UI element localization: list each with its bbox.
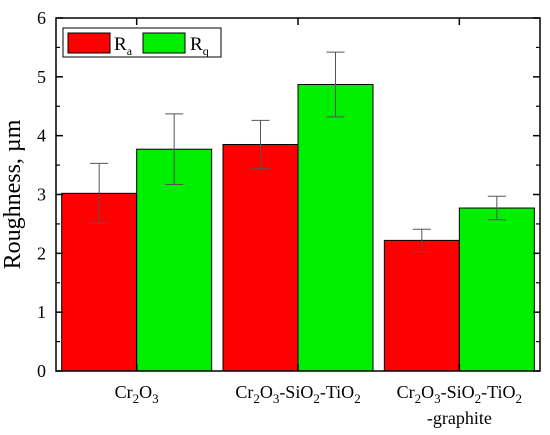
x-tick-label: Cr2O3-SiO2-TiO2 — [397, 382, 522, 406]
bars-layer — [61, 83, 535, 372]
y-tick-label: 2 — [37, 243, 46, 263]
y-tick-label: 5 — [37, 67, 46, 87]
bar-a-2 — [383, 239, 460, 372]
x-tick-label: Cr2O3 — [115, 382, 159, 406]
legend-label-q: Rq — [190, 34, 209, 58]
legend-swatch-q — [142, 32, 186, 54]
error-bars-layer — [90, 51, 506, 253]
error-bar-a-0 — [90, 162, 109, 224]
error-bar-a-1 — [251, 119, 270, 170]
x-tick-label: -graphite — [427, 408, 492, 428]
legend: Ra Rq — [62, 27, 222, 58]
y-tick-label: 1 — [37, 302, 46, 322]
y-tick-label: 4 — [37, 126, 46, 146]
y-axis: 0 1 2 3 4 5 6 — [37, 8, 540, 381]
error-bar-q-2 — [487, 195, 506, 221]
bar-q-0 — [136, 148, 213, 372]
y-tick-label: 6 — [37, 8, 46, 28]
x-axis: Cr2O3 Cr2O3-SiO2-TiO2 Cr2O3-SiO2-TiO2-grap… — [115, 18, 522, 428]
legend-label-a: Ra — [114, 34, 133, 58]
x-tick-label: Cr2O3-SiO2-TiO2 — [235, 382, 360, 406]
bar-q-1 — [297, 83, 374, 372]
bar-q-2 — [458, 207, 535, 372]
error-bar-q-1 — [326, 51, 345, 118]
legend-swatch-a — [67, 32, 111, 54]
error-bar-q-0 — [165, 113, 184, 185]
error-bar-a-2 — [412, 228, 431, 253]
y-tick-label: 0 — [37, 361, 46, 381]
bar-a-1 — [222, 143, 299, 372]
y-axis-label: Roughness, µm — [0, 119, 26, 269]
y-tick-label: 3 — [37, 185, 46, 205]
